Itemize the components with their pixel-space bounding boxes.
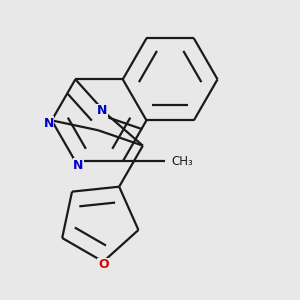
Text: N: N bbox=[73, 159, 84, 172]
Text: O: O bbox=[98, 258, 109, 271]
Text: N: N bbox=[44, 117, 54, 130]
Text: CH₃: CH₃ bbox=[172, 155, 193, 168]
Text: N: N bbox=[97, 104, 107, 117]
